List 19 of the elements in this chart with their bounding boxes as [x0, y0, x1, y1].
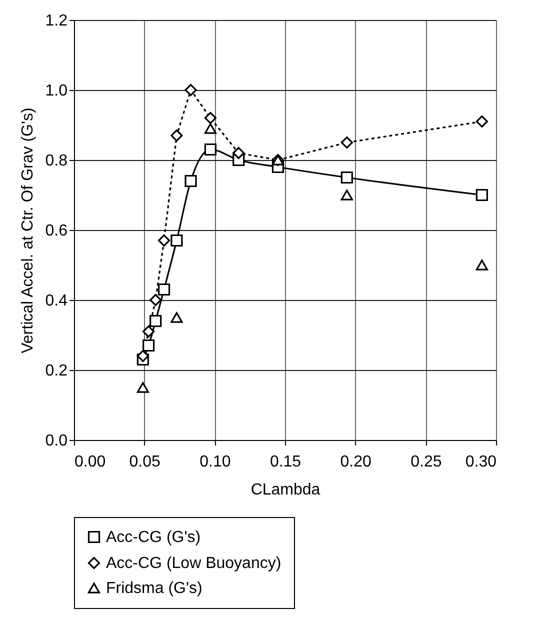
y-tick-label: 0.8 — [45, 152, 68, 170]
x-tick-label: 0.15 — [270, 454, 302, 470]
legend-label: Acc-CG (Low Buoyancy) — [106, 555, 282, 572]
y-axis-title: Vertical Accel. at Ctr. Of Grav (G's) — [19, 108, 36, 354]
x-tick-label: 0.10 — [200, 454, 231, 470]
legend-label: Fridsma (G's) — [106, 580, 202, 597]
x-tick-label: 0.05 — [129, 454, 161, 470]
y-tick-label: 0.6 — [45, 222, 68, 240]
x-tick-label: 0.25 — [410, 454, 442, 470]
y-tick-label: 1.2 — [45, 12, 68, 30]
x-axis-title: CLambda — [250, 482, 320, 498]
x-tick-label: 0.30 — [465, 454, 497, 470]
y-tick-label: 0.2 — [45, 362, 68, 380]
y-tick-label: 0.4 — [45, 292, 68, 310]
x-tick-label: 0.20 — [340, 454, 372, 470]
y-tick-label: 0.0 — [45, 432, 68, 450]
x-tick-label: 0.00 — [74, 454, 106, 470]
legend-label: Acc-CG (G's) — [106, 529, 201, 546]
y-tick-label: 1.0 — [45, 82, 68, 100]
